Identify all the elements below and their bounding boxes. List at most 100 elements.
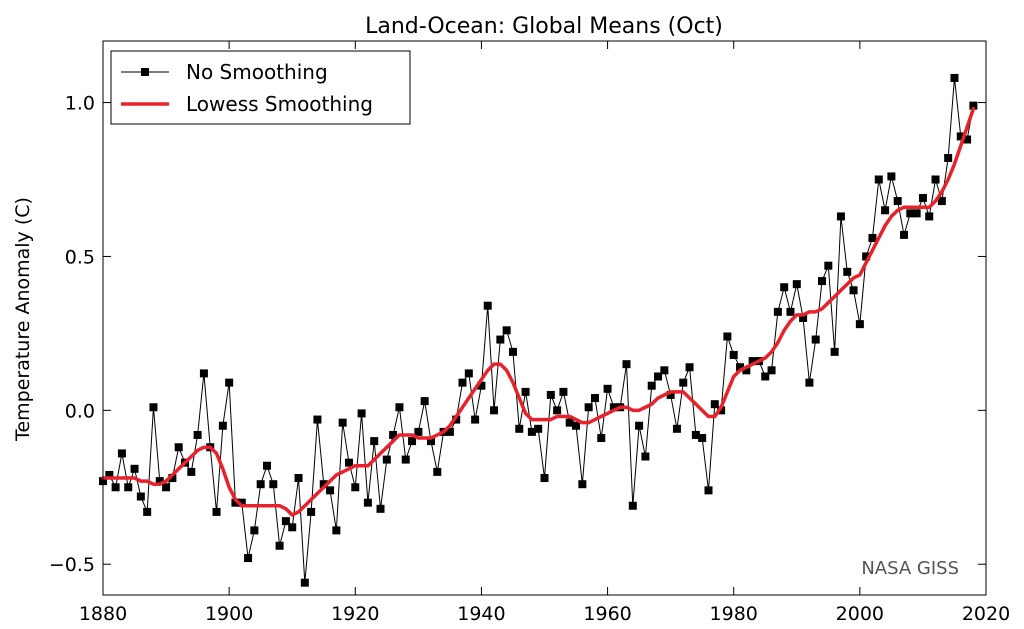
data-point-1889 bbox=[155, 477, 164, 486]
data-point-2004 bbox=[881, 206, 890, 215]
data-point-1922 bbox=[363, 498, 372, 507]
data-point-1980 bbox=[729, 350, 738, 359]
x-tick-label-2020: 2020 bbox=[962, 603, 1010, 625]
x-tick-label-1980: 1980 bbox=[710, 603, 758, 625]
data-point-2013 bbox=[937, 197, 946, 206]
data-point-2006 bbox=[893, 197, 902, 206]
data-point-1887 bbox=[143, 507, 152, 516]
data-point-1968 bbox=[654, 372, 663, 381]
data-point-1969 bbox=[660, 366, 669, 375]
y-axis-label: Temperature Anomaly (C) bbox=[12, 197, 34, 442]
data-point-1945 bbox=[508, 347, 517, 356]
data-point-1955 bbox=[572, 421, 581, 430]
data-point-1947 bbox=[521, 387, 530, 396]
data-point-1898 bbox=[212, 507, 221, 516]
data-point-1924 bbox=[376, 504, 385, 513]
data-point-1884 bbox=[124, 483, 133, 492]
data-point-1958 bbox=[590, 394, 599, 403]
data-point-1914 bbox=[313, 415, 322, 424]
data-point-2010 bbox=[918, 193, 927, 202]
data-point-2018 bbox=[969, 101, 978, 110]
data-point-1937 bbox=[458, 378, 467, 387]
data-point-1967 bbox=[647, 381, 656, 390]
data-point-1976 bbox=[704, 486, 713, 495]
data-point-1918 bbox=[338, 418, 347, 427]
data-point-1989 bbox=[786, 307, 795, 316]
x-tick-label-1940: 1940 bbox=[457, 603, 505, 625]
data-point-1961 bbox=[609, 403, 618, 412]
data-point-1908 bbox=[275, 541, 284, 550]
data-point-1974 bbox=[691, 430, 700, 439]
data-point-2016 bbox=[956, 132, 965, 141]
axis-ticks: 1880 1900 1920 1940 1960 1980 2000 2020 −0.5 0.0 0… bbox=[49, 41, 1010, 625]
data-point-1997 bbox=[836, 212, 845, 221]
data-point-1995 bbox=[824, 261, 833, 270]
data-point-1944 bbox=[502, 326, 511, 335]
data-point-1942 bbox=[490, 406, 499, 415]
data-point-2009 bbox=[912, 209, 921, 218]
data-point-1975 bbox=[698, 434, 707, 443]
data-point-1949 bbox=[534, 424, 543, 433]
data-point-1905 bbox=[256, 480, 265, 489]
series-line-lowess-smoothing bbox=[101, 106, 976, 517]
data-point-1900 bbox=[225, 378, 234, 387]
nasa-giss-credit: NASA GISS bbox=[861, 558, 959, 579]
data-point-2012 bbox=[931, 175, 940, 184]
data-point-1951 bbox=[546, 390, 555, 399]
data-point-1938 bbox=[464, 369, 473, 378]
data-point-1901 bbox=[231, 498, 240, 507]
data-point-1927 bbox=[395, 403, 404, 412]
data-point-2007 bbox=[900, 230, 909, 239]
data-point-1965 bbox=[635, 421, 644, 430]
data-point-1916 bbox=[326, 486, 335, 495]
data-point-1972 bbox=[679, 378, 688, 387]
data-point-1899 bbox=[218, 421, 227, 430]
data-point-1956 bbox=[578, 480, 587, 489]
data-point-1964 bbox=[628, 501, 637, 510]
legend: No Smoothing Lowess Smoothing bbox=[110, 50, 411, 125]
data-point-1935 bbox=[445, 427, 454, 436]
data-point-1959 bbox=[597, 434, 606, 443]
data-point-1907 bbox=[269, 480, 278, 489]
data-point-1921 bbox=[357, 409, 366, 418]
data-point-2014 bbox=[944, 153, 953, 162]
x-tick-label-1920: 1920 bbox=[331, 603, 379, 625]
data-point-1963 bbox=[622, 360, 631, 369]
chart-title: Land-Ocean: Global Means (Oct) bbox=[365, 14, 723, 39]
data-point-1943 bbox=[496, 335, 505, 344]
data-point-1960 bbox=[603, 384, 612, 393]
data-point-1911 bbox=[294, 474, 303, 483]
data-point-2005 bbox=[887, 172, 896, 181]
data-point-2017 bbox=[963, 135, 972, 144]
legend-marker-square-icon bbox=[141, 68, 149, 76]
data-point-1890 bbox=[162, 483, 171, 492]
data-point-1882 bbox=[111, 483, 120, 492]
data-point-1994 bbox=[818, 277, 827, 286]
y-tick-label-1: 0.0 bbox=[65, 400, 95, 422]
data-point-1931 bbox=[420, 397, 429, 406]
data-point-1985 bbox=[761, 372, 770, 381]
data-point-1891 bbox=[168, 474, 177, 483]
data-point-1971 bbox=[672, 424, 681, 433]
x-tick-label-1880: 1880 bbox=[79, 603, 127, 625]
data-point-1946 bbox=[515, 424, 524, 433]
data-point-1928 bbox=[401, 455, 410, 464]
data-point-2015 bbox=[950, 73, 959, 82]
data-point-1902 bbox=[237, 498, 246, 507]
data-point-1952 bbox=[553, 406, 562, 415]
data-point-1998 bbox=[843, 267, 852, 276]
data-point-1966 bbox=[641, 452, 650, 461]
data-point-1986 bbox=[767, 366, 776, 375]
data-point-1950 bbox=[540, 474, 549, 483]
data-point-1904 bbox=[250, 526, 259, 535]
data-point-1903 bbox=[244, 554, 253, 563]
data-point-1990 bbox=[792, 280, 801, 289]
data-point-1930 bbox=[414, 427, 423, 436]
data-point-1941 bbox=[483, 301, 492, 310]
data-point-1970 bbox=[666, 390, 675, 399]
plot-frame bbox=[102, 40, 987, 596]
data-point-1983 bbox=[748, 357, 757, 366]
data-point-1926 bbox=[389, 430, 398, 439]
data-point-2008 bbox=[906, 209, 915, 218]
